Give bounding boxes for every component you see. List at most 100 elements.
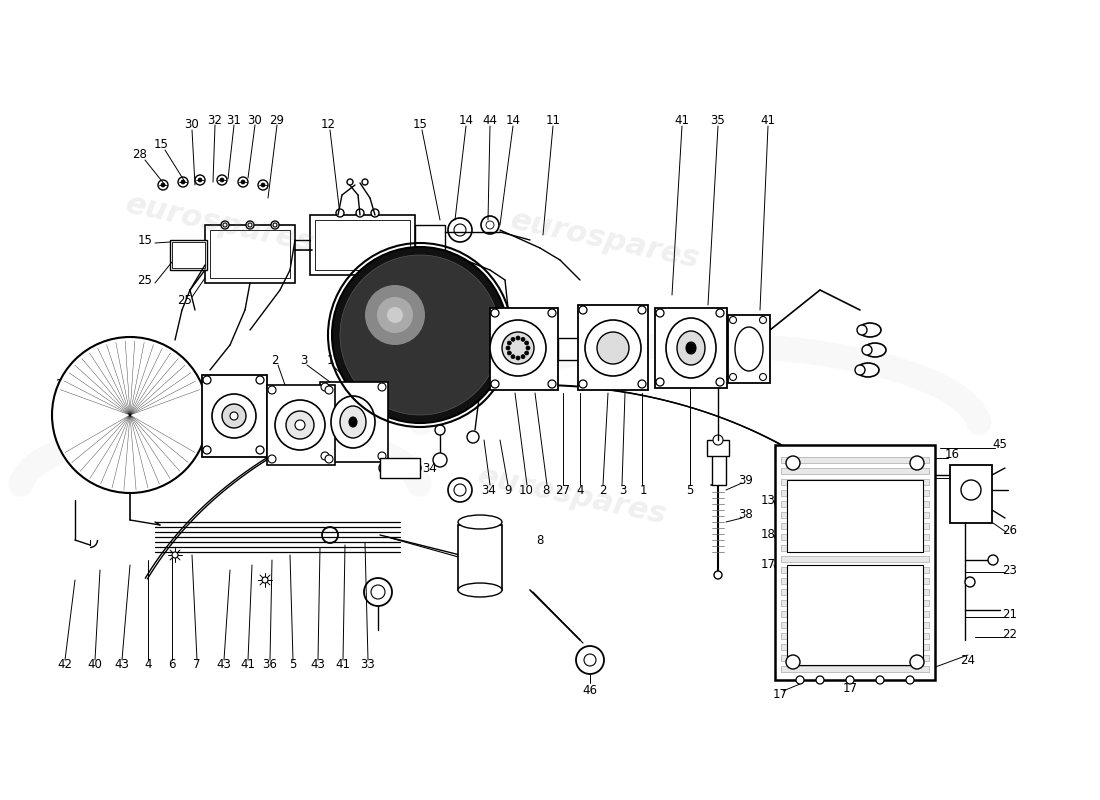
Circle shape (910, 655, 924, 669)
Circle shape (256, 446, 264, 454)
Bar (781, 567, 930, 573)
Circle shape (195, 175, 205, 185)
Circle shape (548, 380, 556, 388)
Bar (781, 589, 930, 595)
Circle shape (261, 183, 265, 187)
Circle shape (786, 655, 800, 669)
Text: 41: 41 (760, 114, 775, 126)
Text: 22: 22 (1002, 629, 1018, 642)
Circle shape (857, 325, 867, 335)
Text: 18: 18 (760, 529, 775, 542)
Text: 14: 14 (459, 114, 473, 126)
Circle shape (507, 341, 512, 345)
Text: 23: 23 (1002, 563, 1018, 577)
Text: 25: 25 (138, 274, 153, 286)
Bar (490, 308, 558, 390)
Circle shape (786, 456, 800, 470)
Text: 21: 21 (1002, 609, 1018, 622)
Text: 40: 40 (88, 658, 102, 671)
Ellipse shape (857, 363, 879, 377)
Bar (781, 622, 930, 628)
Text: 15: 15 (412, 118, 428, 131)
Bar (205, 225, 295, 283)
Bar (781, 666, 930, 672)
Circle shape (729, 317, 737, 323)
Circle shape (597, 332, 629, 364)
Circle shape (336, 209, 344, 217)
Text: 20: 20 (56, 378, 70, 391)
Circle shape (506, 346, 510, 350)
Text: 41: 41 (674, 114, 690, 126)
Circle shape (379, 462, 390, 474)
Bar (781, 490, 930, 496)
Circle shape (906, 676, 914, 684)
Text: 4: 4 (576, 483, 584, 497)
Text: 25: 25 (177, 294, 192, 306)
Circle shape (172, 552, 178, 558)
Bar (781, 578, 930, 584)
Text: eurospares: eurospares (508, 206, 702, 274)
Circle shape (759, 374, 767, 381)
Ellipse shape (458, 515, 502, 529)
Bar (781, 644, 930, 650)
Circle shape (246, 221, 254, 229)
Text: 42: 42 (57, 658, 73, 671)
Text: 39: 39 (738, 474, 754, 486)
Bar (578, 305, 648, 390)
Text: 33: 33 (361, 658, 375, 671)
Circle shape (378, 452, 386, 460)
Text: 11: 11 (546, 114, 561, 126)
Bar (707, 440, 729, 456)
Text: 28: 28 (133, 149, 147, 162)
Text: 35: 35 (711, 114, 725, 126)
Bar (310, 215, 415, 275)
Bar (781, 545, 930, 551)
Bar (170, 240, 207, 270)
Circle shape (230, 412, 238, 420)
Text: 1: 1 (639, 483, 647, 497)
Circle shape (516, 356, 520, 360)
Text: 5: 5 (686, 483, 694, 497)
Text: 2: 2 (600, 483, 607, 497)
Circle shape (796, 676, 804, 684)
Text: 43: 43 (114, 658, 130, 671)
Circle shape (387, 307, 403, 323)
Ellipse shape (349, 417, 358, 427)
Text: 7: 7 (194, 658, 200, 671)
Bar (776, 445, 935, 680)
Circle shape (275, 400, 324, 450)
Ellipse shape (686, 342, 696, 354)
Text: 17: 17 (772, 689, 788, 702)
Circle shape (512, 354, 515, 358)
Bar (458, 525, 502, 590)
Text: 8: 8 (542, 483, 550, 497)
Bar (202, 375, 267, 457)
Bar (781, 501, 930, 507)
Ellipse shape (458, 583, 502, 597)
Text: 41: 41 (336, 658, 351, 671)
Text: 43: 43 (310, 658, 326, 671)
Circle shape (248, 223, 252, 227)
Circle shape (846, 676, 854, 684)
Circle shape (217, 175, 227, 185)
Circle shape (222, 404, 246, 428)
Circle shape (220, 178, 224, 182)
Circle shape (158, 180, 168, 190)
Circle shape (378, 383, 386, 391)
Circle shape (486, 221, 494, 229)
Circle shape (295, 420, 305, 430)
Circle shape (178, 177, 188, 187)
Bar (712, 455, 726, 485)
Ellipse shape (735, 327, 763, 371)
Text: 10: 10 (111, 378, 125, 391)
Text: 29: 29 (270, 114, 285, 126)
Circle shape (362, 179, 369, 185)
Circle shape (481, 216, 499, 234)
Text: 27: 27 (556, 483, 571, 497)
Circle shape (491, 309, 499, 317)
Bar (781, 523, 930, 529)
Circle shape (579, 306, 587, 314)
Circle shape (198, 178, 202, 182)
Circle shape (988, 555, 998, 565)
Circle shape (454, 224, 466, 236)
